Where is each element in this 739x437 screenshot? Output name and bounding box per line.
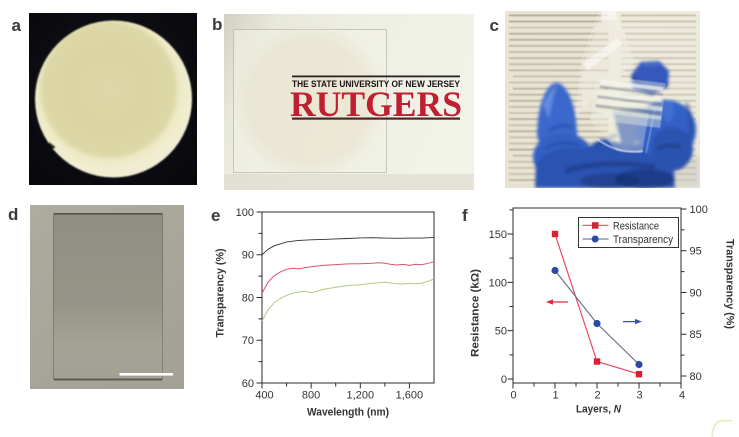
svg-text:90: 90 xyxy=(690,288,702,300)
svg-text:400: 400 xyxy=(255,390,273,402)
svg-text:4: 4 xyxy=(679,390,685,402)
svg-text:0: 0 xyxy=(501,374,507,386)
svg-text:0: 0 xyxy=(510,390,516,402)
svg-text:3: 3 xyxy=(636,390,642,402)
svg-text:100: 100 xyxy=(236,207,254,219)
svg-text:150: 150 xyxy=(489,229,507,241)
svg-text:THE STATE UNIVERSITY OF NEW JE: THE STATE UNIVERSITY OF NEW JERSEY xyxy=(292,79,461,90)
svg-text:Transparency (%): Transparency (%) xyxy=(215,248,227,337)
svg-text:80: 80 xyxy=(242,293,254,305)
svg-text:800: 800 xyxy=(302,390,320,402)
svg-text:80: 80 xyxy=(690,371,702,383)
svg-text:Transparency: Transparency xyxy=(613,234,674,246)
svg-text:Layers, N: Layers, N xyxy=(576,404,622,416)
svg-text:Wavelength (nm): Wavelength (nm) xyxy=(307,407,389,419)
svg-text:1: 1 xyxy=(552,390,558,402)
svg-text:85: 85 xyxy=(690,329,702,341)
svg-text:60: 60 xyxy=(242,378,254,390)
svg-text:100: 100 xyxy=(489,277,507,289)
svg-text:RUTGERS: RUTGERS xyxy=(290,84,462,124)
svg-text:Resistance: Resistance xyxy=(613,220,659,232)
svg-text:50: 50 xyxy=(495,326,507,338)
svg-text:2: 2 xyxy=(594,390,600,402)
svg-text:90: 90 xyxy=(242,250,254,262)
svg-text:1,200: 1,200 xyxy=(347,390,375,402)
svg-text:1,600: 1,600 xyxy=(396,390,424,402)
svg-text:Transparency (%): Transparency (%) xyxy=(724,239,736,329)
svg-text:100: 100 xyxy=(690,204,708,216)
svg-text:95: 95 xyxy=(690,246,702,258)
svg-text:Resistance (kΩ): Resistance (kΩ) xyxy=(470,269,482,357)
svg-text:70: 70 xyxy=(242,335,254,347)
